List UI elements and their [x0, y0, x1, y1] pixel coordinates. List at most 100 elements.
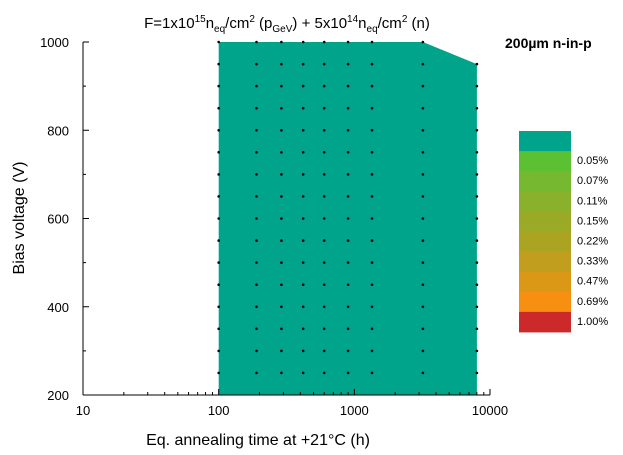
measurement-point [322, 349, 326, 353]
measurement-point [217, 305, 220, 309]
measurement-point [255, 195, 258, 198]
measurement-point [421, 261, 425, 264]
legend: 0.05% 0.07% 0.11% 0.15% 0.22% 0.33% 0.47% 0.69%… [519, 131, 608, 333]
measurement-point [370, 349, 374, 353]
measurement-point [370, 283, 374, 287]
measurement-point [255, 349, 258, 353]
measurement-point [346, 239, 350, 242]
legend-label: 0.11% [577, 195, 608, 207]
legend-label: 0.05% [577, 155, 608, 167]
measurement-point [370, 173, 374, 176]
measurement-point [370, 129, 374, 132]
measurement-point [322, 129, 326, 132]
measurement-points [217, 40, 479, 375]
measurement-point [475, 283, 479, 287]
measurement-point [280, 217, 283, 220]
x-ticks: 10 100 1000 10000 [76, 389, 508, 418]
measurement-point [301, 151, 305, 154]
measurement-point [255, 106, 258, 110]
y-tick-label: 200 [47, 388, 69, 403]
measurement-point [346, 217, 350, 220]
x-tick-label: 1000 [340, 403, 369, 418]
measurement-point [346, 173, 350, 176]
y-tick-label: 400 [47, 300, 69, 315]
legend-swatch [519, 251, 571, 273]
legend-swatch [519, 311, 571, 333]
measurement-point [475, 349, 479, 353]
measurement-point [346, 195, 350, 198]
measurement-point [370, 195, 374, 198]
measurement-point [370, 62, 374, 66]
measurement-point [301, 40, 305, 44]
measurement-point [301, 371, 305, 375]
measurement-point [280, 261, 283, 264]
measurement-point [370, 106, 374, 110]
measurement-point [421, 84, 425, 88]
measurement-point [346, 129, 350, 132]
y-tick-label: 600 [47, 212, 69, 227]
measurement-point [217, 151, 220, 154]
measurement-point [280, 305, 283, 309]
measurement-point [421, 62, 425, 66]
chart-title: F=1x1015neq/cm2 (pGeV) + 5x1014neq/cm2 (… [144, 14, 430, 35]
measurement-point [322, 40, 326, 44]
measurement-point [370, 327, 374, 331]
measurement-point [217, 129, 220, 132]
measurement-point [255, 305, 258, 309]
measurement-point [421, 151, 425, 154]
measurement-point [217, 40, 220, 44]
measurement-point [255, 129, 258, 132]
measurement-point [301, 261, 305, 264]
measurement-point [421, 349, 425, 353]
measurement-point [475, 305, 479, 309]
y-axis-title: Bias voltage (V) [11, 162, 28, 275]
measurement-point [322, 173, 326, 176]
x-axis-title: Eq. annealing time at +21°C (h) [146, 432, 370, 449]
measurement-point [370, 40, 374, 44]
measurement-point [322, 327, 326, 331]
measurement-point [217, 62, 220, 66]
measurement-point [421, 283, 425, 287]
y-tick-label: 1000 [40, 35, 69, 50]
measurement-point [280, 40, 283, 44]
measurement-point [475, 195, 479, 198]
measurement-point [255, 283, 258, 287]
measurement-point [301, 129, 305, 132]
legend-swatch [519, 171, 571, 192]
measurement-point [280, 129, 283, 132]
measurement-point [280, 283, 283, 287]
x-tick-label: 10 [76, 403, 90, 418]
measurement-point [301, 349, 305, 353]
measurement-point [370, 84, 374, 88]
measurement-point [217, 349, 220, 353]
measurement-point [370, 151, 374, 154]
measurement-point [301, 239, 305, 242]
measurement-point [301, 173, 305, 176]
legend-label: 0.15% [577, 215, 608, 227]
legend-swatch [519, 151, 571, 172]
measurement-point [370, 261, 374, 264]
sensor-label: 200µm n-in-p [505, 35, 592, 51]
measurement-point [255, 261, 258, 264]
y-ticks: 200 400 600 800 1000 [40, 35, 89, 403]
x-tick-label: 100 [208, 403, 230, 418]
legend-swatch [519, 131, 571, 152]
measurement-point [217, 106, 220, 110]
legend-swatch [519, 271, 571, 293]
measurement-point [280, 62, 283, 66]
measurement-point [475, 327, 479, 331]
measurement-point [421, 195, 425, 198]
measurement-point [475, 239, 479, 242]
measurement-point [280, 327, 283, 331]
measurement-point [346, 305, 350, 309]
measurement-point [475, 261, 479, 264]
measurement-point [322, 261, 326, 264]
measurement-point [322, 239, 326, 242]
measurement-point [301, 305, 305, 309]
measurement-point [346, 62, 350, 66]
measurement-point [280, 173, 283, 176]
measurement-point [370, 305, 374, 309]
measurement-point [421, 129, 425, 132]
measurement-point [475, 129, 479, 132]
